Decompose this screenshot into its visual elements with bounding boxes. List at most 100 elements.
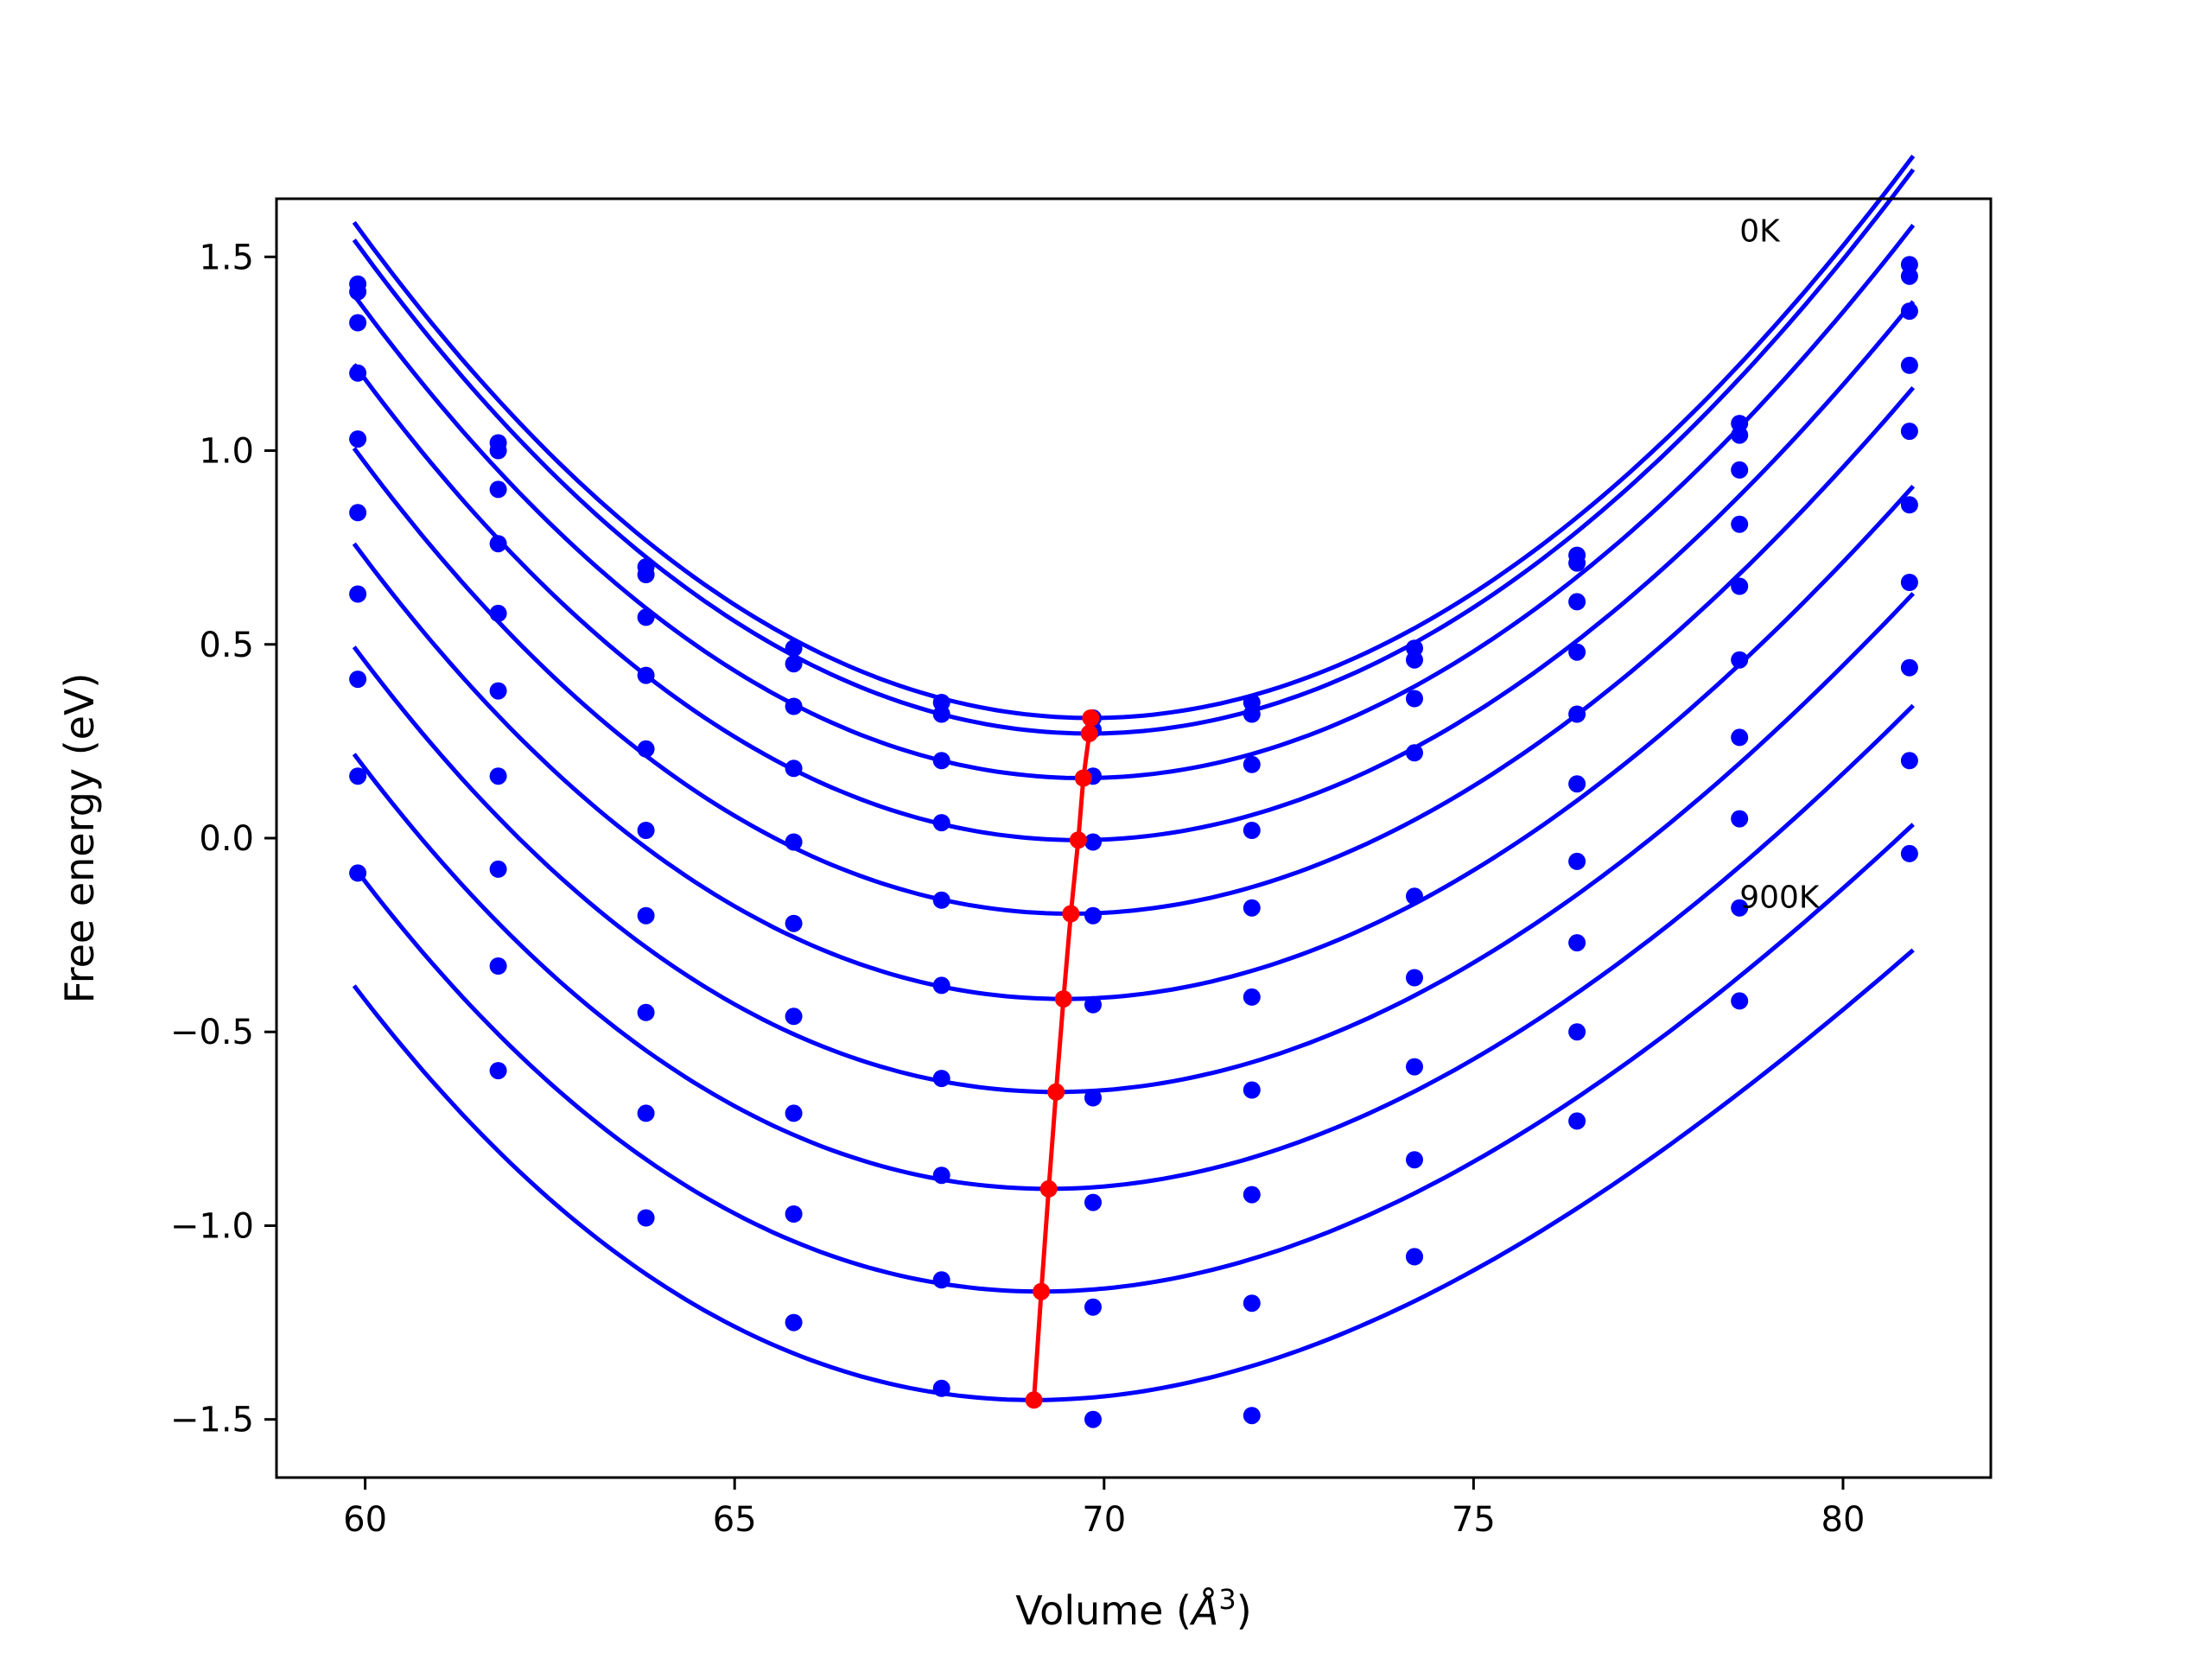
data-point-600K-0 [349, 585, 367, 603]
data-point-400K-2 [637, 740, 655, 758]
fit-curve-800K [352, 823, 1915, 1294]
data-point-700K-4 [932, 1166, 950, 1185]
data-point-900K-2 [637, 1209, 655, 1227]
annotation-900K: 900K [1739, 880, 1821, 916]
annotations: 0K 900K [1739, 213, 1821, 915]
data-point-600K-9 [1731, 728, 1749, 747]
data-point-600K-10 [1900, 574, 1918, 591]
data-point-800K-2 [637, 1104, 655, 1122]
data-point-900K-3 [785, 1313, 803, 1332]
data-point-200K-0 [349, 314, 367, 332]
data-point-600K-2 [637, 906, 655, 925]
data-point-900K-6 [1243, 1407, 1261, 1425]
data-point-900K-10 [1900, 844, 1918, 862]
data-point-400K-3 [785, 833, 803, 851]
y-tick-label-2: 0.5 [199, 626, 254, 665]
x-axis-label-close: ) [1236, 1587, 1252, 1634]
data-points [349, 256, 1918, 1428]
y-axis-ticks: 1.5 1.0 0.5 0.0 −0.5 −1.0 −1.5 [170, 238, 276, 1440]
data-point-400K-6 [1243, 899, 1261, 917]
data-point-800K-5 [1084, 1298, 1102, 1316]
data-point-200K-6 [1243, 755, 1261, 773]
data-point-500K-2 [637, 822, 655, 839]
data-point-300K-2 [637, 666, 655, 684]
fit-curve-600K [352, 592, 1916, 1095]
data-point-500K-3 [785, 914, 803, 932]
minimum-line [1025, 709, 1100, 1409]
data-point-100K-0 [349, 283, 367, 301]
equilibrium-point-9 [1025, 1391, 1043, 1409]
equilibrium-volume-line [1032, 717, 1093, 1401]
data-point-500K-0 [349, 504, 367, 522]
data-point-300K-6 [1243, 822, 1261, 839]
data-point-400K-4 [932, 891, 950, 909]
equilibrium-point-0 [1082, 709, 1100, 727]
data-point-300K-10 [1900, 356, 1918, 374]
equilibrium-point-2 [1074, 769, 1092, 787]
data-point-900K-5 [1084, 1410, 1102, 1428]
data-point-600K-7 [1406, 1058, 1423, 1076]
data-point-300K-8 [1568, 643, 1586, 661]
data-point-800K-8 [1568, 1023, 1586, 1041]
data-point-800K-6 [1243, 1294, 1261, 1313]
data-point-700K-10 [1900, 658, 1918, 677]
data-point-400K-5 [1084, 906, 1102, 925]
data-point-500K-8 [1568, 775, 1586, 793]
data-point-900K-0 [349, 864, 367, 882]
data-point-200K-2 [637, 608, 655, 626]
y-tick-label-3: 0.0 [199, 819, 254, 859]
equilibrium-point-7 [1039, 1179, 1058, 1198]
data-point-100K-9 [1731, 426, 1749, 444]
data-point-700K-3 [785, 1104, 803, 1122]
equilibrium-point-6 [1047, 1083, 1065, 1101]
data-point-100K-3 [785, 655, 803, 673]
data-point-700K-1 [489, 860, 507, 878]
fit-curve-100K [352, 168, 1916, 736]
data-point-400K-1 [489, 604, 507, 622]
fit-curve-0K [352, 154, 1916, 721]
data-point-800K-4 [932, 1271, 950, 1289]
data-point-700K-5 [1084, 1193, 1102, 1211]
data-point-300K-4 [932, 814, 950, 832]
x-tick-label-65: 65 [713, 1500, 757, 1540]
data-point-400K-10 [1900, 423, 1918, 441]
data-point-500K-4 [932, 976, 950, 995]
data-point-100K-2 [637, 566, 655, 583]
x-tick-label-80: 80 [1821, 1500, 1866, 1540]
data-point-800K-3 [785, 1205, 803, 1223]
fit-curve-500K [352, 485, 1916, 1001]
data-point-500K-10 [1900, 496, 1918, 514]
fit-curve-200K [352, 224, 1916, 781]
data-point-300K-9 [1731, 515, 1749, 533]
data-point-100K-7 [1406, 651, 1423, 669]
data-point-700K-7 [1406, 1151, 1423, 1169]
y-tick-label-1: 1.0 [199, 432, 254, 472]
fit-curve-300K [352, 300, 1916, 842]
data-point-700K-2 [637, 1003, 655, 1021]
data-point-900K-7 [1406, 1248, 1423, 1266]
x-tick-label-70: 70 [1082, 1500, 1126, 1540]
equilibrium-point-3 [1069, 831, 1087, 849]
y-axis-label: Free energy (eV) [56, 673, 103, 1004]
data-point-300K-0 [349, 364, 367, 382]
annotation-0K: 0K [1739, 213, 1781, 249]
data-point-500K-1 [489, 682, 507, 700]
data-point-400K-0 [349, 430, 367, 448]
y-tick-label-6: −1.5 [170, 1401, 254, 1440]
data-point-100K-6 [1243, 705, 1261, 723]
data-point-100K-8 [1568, 554, 1586, 572]
data-point-700K-6 [1243, 1185, 1261, 1204]
x-axis-ticks: 60 65 70 75 80 [343, 1478, 1865, 1540]
x-tick-label-75: 75 [1452, 1500, 1496, 1540]
equilibrium-point-4 [1062, 905, 1080, 923]
x-tick-label-60: 60 [343, 1500, 387, 1540]
data-point-300K-3 [785, 760, 803, 778]
data-point-200K-3 [785, 697, 803, 715]
data-point-200K-7 [1406, 690, 1423, 708]
data-point-300K-1 [489, 535, 507, 553]
data-point-700K-0 [349, 671, 367, 689]
data-point-500K-9 [1731, 651, 1749, 669]
equilibrium-point-8 [1033, 1282, 1051, 1300]
